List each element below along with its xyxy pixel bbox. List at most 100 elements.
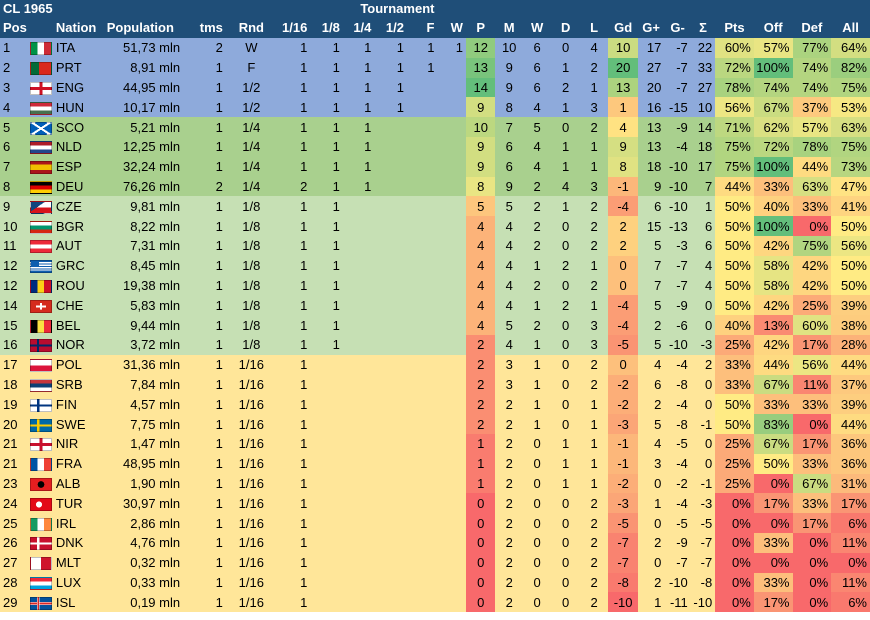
off-pct-cell: 33% bbox=[753, 572, 793, 593]
all-pct-cell: 44% bbox=[831, 414, 870, 434]
r8-cell: 1 bbox=[310, 216, 343, 236]
final-cell bbox=[406, 552, 438, 573]
losses-cell: 2 bbox=[579, 493, 609, 514]
aut-flag bbox=[29, 240, 52, 254]
r8-cell bbox=[310, 394, 343, 415]
off-pct-cell: 0% bbox=[753, 473, 793, 494]
r16-cell: 1 bbox=[276, 354, 311, 375]
def-pct-cell: 0% bbox=[792, 532, 832, 553]
draws-cell: 1 bbox=[551, 136, 580, 157]
nation-cell: NOR bbox=[52, 334, 104, 355]
off-pct-cell: 67% bbox=[753, 374, 793, 395]
final-cell bbox=[406, 414, 438, 434]
nation-cell: DEU bbox=[52, 176, 104, 197]
winner-cell bbox=[437, 473, 466, 494]
col-header-winner: W bbox=[437, 18, 466, 38]
population-cell: 8,91 mln bbox=[103, 57, 184, 78]
pts-pct-cell: 60% bbox=[715, 38, 754, 58]
all-pct-cell: 50% bbox=[831, 275, 870, 296]
sco-flag bbox=[29, 121, 52, 135]
pos-cell: 29 bbox=[0, 592, 29, 613]
matches-cell: 7 bbox=[495, 117, 523, 137]
final-cell bbox=[406, 295, 438, 316]
goals-against-cell: -6 bbox=[664, 315, 691, 335]
pos-cell: 23 bbox=[0, 473, 29, 494]
table-row: 12 GRC 8,45 mln 1 1/8 1 1 4 4 1 2 1 0 7 -7 4 50% 58% 42% 50… bbox=[0, 255, 870, 276]
wins-cell: 1 bbox=[522, 394, 552, 415]
goal-diff-cell: 2 bbox=[608, 216, 638, 236]
goals-against-cell: -7 bbox=[664, 38, 691, 58]
matches-cell: 6 bbox=[495, 156, 523, 177]
losses-cell: 1 bbox=[579, 156, 609, 177]
wins-cell: 2 bbox=[522, 315, 552, 335]
population-cell: 9,44 mln bbox=[103, 315, 184, 335]
losses-cell: 2 bbox=[579, 354, 609, 375]
tms-cell: 1 bbox=[183, 117, 226, 137]
goal-diff-cell: 4 bbox=[608, 117, 638, 137]
r4-cell bbox=[342, 374, 375, 395]
goals-against-cell: -2 bbox=[664, 473, 691, 494]
flag-cell bbox=[28, 572, 53, 593]
points-cell: 10 bbox=[465, 117, 496, 137]
bel-flag bbox=[29, 319, 52, 333]
matches-cell: 4 bbox=[495, 235, 523, 256]
nor-flag bbox=[29, 339, 52, 353]
draws-cell: 1 bbox=[551, 453, 580, 474]
goals-against-cell: -4 bbox=[664, 493, 691, 514]
goals-against-cell: -5 bbox=[664, 433, 691, 454]
r4-cell: 1 bbox=[342, 38, 375, 58]
off-pct-cell: 100% bbox=[753, 57, 793, 78]
table-row: 21 FRA 48,95 mln 1 1/16 1 1 2 0 1 1 -1 3 -4 0 25% 50% 33%… bbox=[0, 453, 870, 474]
rnd-cell: 1/8 bbox=[225, 295, 277, 316]
pol-flag bbox=[29, 359, 52, 373]
goals-against-cell: -10 bbox=[664, 196, 691, 217]
table-row: 11 AUT 7,31 mln 1 1/8 1 1 4 4 2 0 2 2 5 -3 6 50% 42% 75% 56… bbox=[0, 235, 870, 256]
wins-cell: 2 bbox=[522, 275, 552, 296]
flag-cell bbox=[28, 592, 53, 613]
draws-cell: 1 bbox=[551, 473, 580, 494]
r2-cell bbox=[374, 354, 407, 375]
final-cell bbox=[406, 394, 438, 415]
rnd-cell: F bbox=[225, 57, 277, 78]
points-cell: 13 bbox=[465, 57, 496, 78]
col-header-off: Off bbox=[753, 18, 793, 38]
points-cell: 0 bbox=[465, 493, 496, 514]
col-header-tms: tms bbox=[183, 18, 226, 38]
r2-cell: 1 bbox=[374, 97, 407, 118]
nation-cell: ROU bbox=[52, 275, 104, 296]
r16-cell: 1 bbox=[276, 255, 311, 276]
matches-cell: 2 bbox=[495, 453, 523, 474]
def-pct-cell: 77% bbox=[792, 38, 832, 58]
goals-for-cell: 27 bbox=[637, 57, 665, 78]
rnd-cell: 1/8 bbox=[225, 334, 277, 355]
goals-for-cell: 2 bbox=[637, 315, 665, 335]
flag-cell bbox=[28, 77, 53, 98]
r8-cell: 1 bbox=[310, 334, 343, 355]
pts-pct-cell: 50% bbox=[715, 295, 754, 316]
pts-pct-cell: 0% bbox=[715, 513, 754, 533]
population-cell: 19,38 mln bbox=[103, 275, 184, 296]
wins-cell: 0 bbox=[522, 572, 552, 593]
winner-cell bbox=[437, 176, 466, 197]
matches-cell: 4 bbox=[495, 334, 523, 355]
matches-cell: 2 bbox=[495, 493, 523, 514]
losses-cell: 3 bbox=[579, 315, 609, 335]
sigma-cell: -3 bbox=[690, 493, 716, 514]
r16-cell: 1 bbox=[276, 592, 311, 613]
nation-cell: ISL bbox=[52, 592, 104, 613]
tms-cell: 1 bbox=[183, 295, 226, 316]
pts-pct-cell: 0% bbox=[715, 493, 754, 514]
goals-for-cell: 0 bbox=[637, 552, 665, 573]
r8-cell bbox=[310, 374, 343, 395]
deu-flag bbox=[29, 181, 52, 195]
all-pct-cell: 38% bbox=[831, 315, 870, 335]
def-pct-cell: 60% bbox=[792, 315, 832, 335]
r8-cell: 1 bbox=[310, 57, 343, 78]
points-cell: 2 bbox=[465, 354, 496, 375]
pos-cell: 2 bbox=[0, 57, 29, 78]
final-cell: 1 bbox=[406, 38, 438, 58]
wins-cell: 2 bbox=[522, 176, 552, 197]
pts-pct-cell: 75% bbox=[715, 156, 754, 177]
losses-cell: 3 bbox=[579, 97, 609, 118]
goal-diff-cell: -3 bbox=[608, 493, 638, 514]
